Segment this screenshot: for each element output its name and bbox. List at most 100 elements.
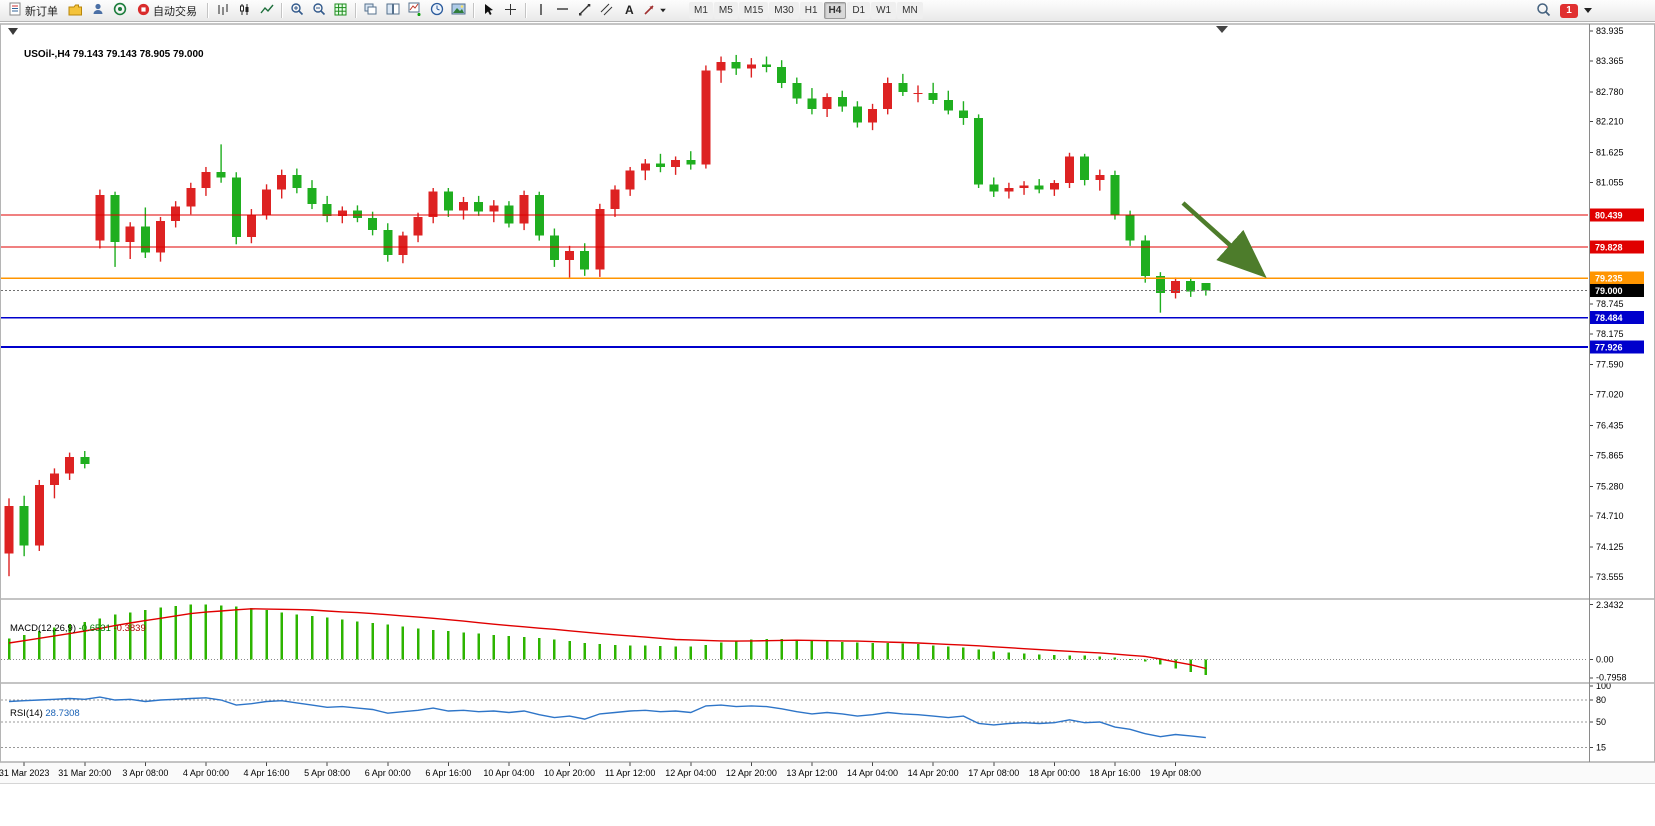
macd-axis-label: 2.3432 (1596, 600, 1624, 610)
notification-caret-icon[interactable] (1584, 8, 1592, 13)
time-axis-label: 4 Apr 00:00 (183, 768, 229, 778)
macd-bar (310, 615, 314, 660)
line-chart-icon (259, 3, 274, 19)
navigator-button[interactable] (109, 1, 130, 20)
cascade-windows-button[interactable] (360, 1, 381, 20)
timeframe-button-H1[interactable]: H1 (799, 2, 823, 19)
macd-bar (825, 641, 829, 660)
price-axis-label: 73.555 (1596, 572, 1624, 582)
chart-plot-background[interactable] (0, 24, 1589, 762)
price-axis-label: 77.590 (1596, 360, 1624, 370)
trendline-button[interactable] (574, 1, 595, 20)
new-order-button[interactable]: 新订单 (3, 1, 64, 20)
candle-body (928, 92, 938, 101)
candle-body (459, 202, 468, 211)
time-axis-label: 18 Apr 16:00 (1089, 768, 1140, 778)
period-clock-button[interactable] (426, 1, 447, 20)
macd-bar (674, 646, 677, 660)
candle-body (262, 189, 272, 215)
dropdown-caret-icon (660, 8, 666, 13)
timeframe-button-D1[interactable]: D1 (847, 2, 871, 19)
macd-bar (280, 612, 283, 660)
zoom-out-button[interactable] (308, 1, 329, 20)
macd-bar (947, 646, 950, 660)
candle-body (246, 214, 256, 237)
new-chart-icon (408, 2, 422, 19)
search-button[interactable] (1533, 1, 1554, 20)
svg-text:A: A (625, 3, 634, 16)
timeframe-button-M1[interactable]: M1 (689, 2, 713, 19)
new-chart-button[interactable] (404, 1, 425, 20)
price-axis-label: 74.125 (1596, 542, 1624, 552)
cursor-button[interactable] (478, 1, 499, 20)
channel-button[interactable] (596, 1, 617, 20)
macd-bar (598, 644, 602, 660)
macd-bar (1083, 655, 1086, 660)
candle-body (686, 160, 696, 165)
timeframe-button-M15[interactable]: M15 (738, 2, 769, 19)
timeframe-button-M30[interactable]: M30 (769, 2, 799, 19)
time-axis-label: 17 Apr 08:00 (968, 768, 1019, 778)
market-watch-icon (91, 2, 105, 19)
macd-bar (68, 624, 71, 660)
macd-bar (628, 645, 632, 660)
autotrading-icon (137, 3, 150, 19)
timeframe-button-M5[interactable]: M5 (713, 2, 738, 19)
candle-body (216, 172, 226, 178)
profiles-folder-button[interactable] (65, 1, 86, 20)
macd-signal-line (8, 608, 1207, 670)
timeframe-button-W1[interactable]: W1 (871, 2, 897, 19)
screenshot-button[interactable] (448, 1, 469, 20)
macd-bar (447, 631, 450, 660)
toolbar-separator (207, 3, 208, 18)
line-chart-button[interactable] (256, 1, 277, 20)
autotrading-button[interactable]: 自动交易 (131, 1, 203, 20)
vertical-line-icon (536, 3, 546, 19)
price-axis-label: 77.020 (1596, 390, 1624, 400)
toolbar: 新订单 自动交易 A M1 M5 M15 M30 H1 H4 D1 W1 MN 1 (0, 0, 1655, 22)
time-axis[interactable] (0, 762, 1655, 784)
text-tool-button[interactable]: A (618, 1, 639, 20)
macd-bar (553, 639, 556, 660)
macd-bar (386, 624, 389, 660)
time-axis-label: 4 Apr 16:00 (244, 768, 290, 778)
candle-body (1110, 174, 1120, 215)
market-watch-button[interactable] (87, 1, 108, 20)
vertical-line-button[interactable] (530, 1, 551, 20)
candle-body (1080, 156, 1090, 181)
candle-wick (1099, 169, 1101, 191)
candle-body (913, 92, 923, 95)
timeframe-button-MN[interactable]: MN (897, 2, 923, 19)
screenshot-icon (451, 3, 466, 18)
tile-windows-button[interactable] (382, 1, 403, 20)
price-axis[interactable] (1590, 24, 1655, 762)
candlestick-chart-button[interactable] (234, 1, 255, 20)
grid-icon (334, 3, 347, 19)
navigator-icon (113, 2, 127, 19)
time-axis-label: 3 Apr 08:00 (122, 768, 168, 778)
candlestick-chart-icon (238, 3, 251, 19)
horizontal-line-button[interactable] (552, 1, 573, 20)
chart-canvas: 80.439 79.828 79.235 79.000 78.484 77.926 83.9… (0, 23, 1655, 784)
macd-bar (962, 647, 965, 660)
price-axis-label: 76.435 (1596, 421, 1624, 431)
macd-bar (704, 644, 708, 660)
autotrading-label: 自动交易 (153, 5, 197, 18)
price-axis-label: 83.365 (1596, 56, 1624, 66)
time-axis-label: 5 Apr 08:00 (304, 768, 350, 778)
bar-chart-button[interactable] (212, 1, 233, 20)
price-tag-text: 78.484 (1595, 313, 1623, 323)
candle-body (80, 456, 90, 465)
grid-button[interactable] (330, 1, 351, 20)
notification-badge[interactable]: 1 (1560, 3, 1578, 18)
one-click-trading-toggle[interactable] (8, 28, 18, 35)
zoom-in-button[interactable] (286, 1, 307, 20)
crosshair-button[interactable] (500, 1, 521, 20)
candle-body (943, 100, 953, 111)
horizontal-line-icon (556, 4, 569, 17)
timeframe-button-H4[interactable]: H4 (823, 2, 847, 19)
trend-arrow[interactable] (1181, 201, 1267, 279)
macd-bar (128, 612, 132, 660)
arrows-tool-button[interactable] (640, 1, 670, 20)
time-axis-label: 18 Apr 00:00 (1029, 768, 1080, 778)
